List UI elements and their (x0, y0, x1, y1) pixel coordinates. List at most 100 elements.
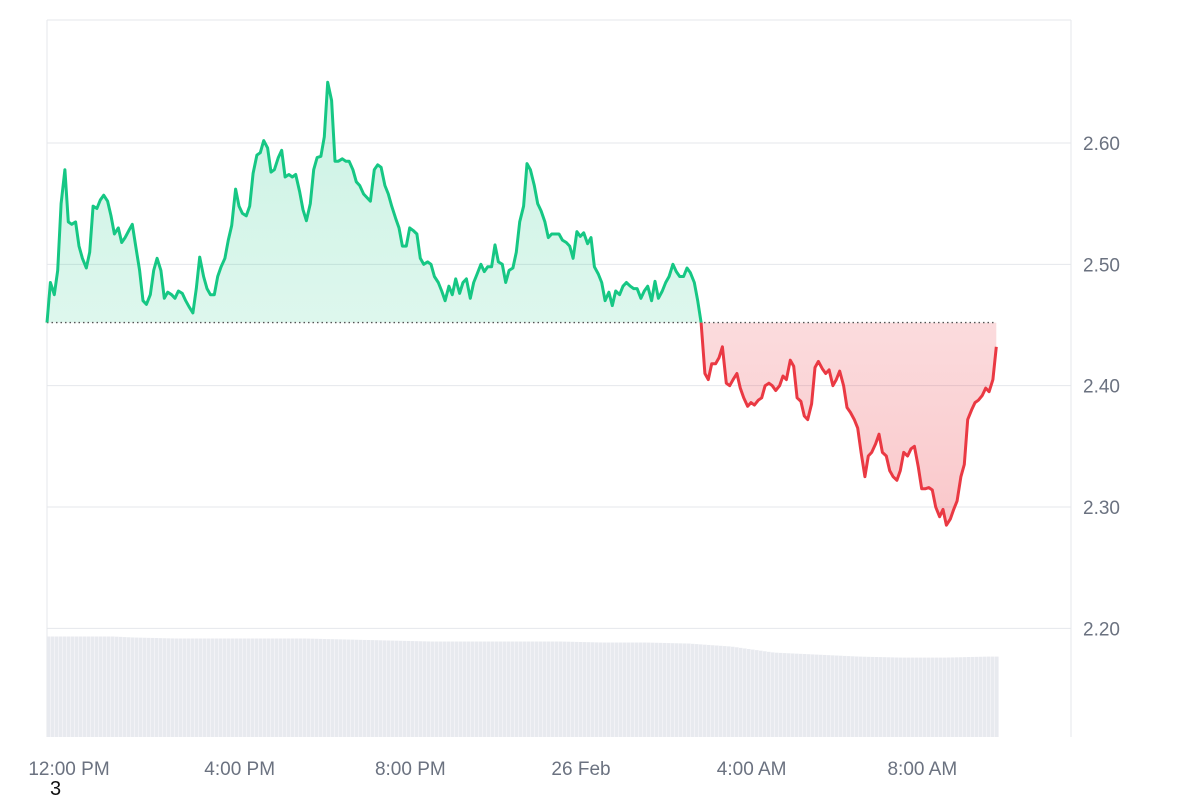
volume-bar (239, 638, 243, 737)
volume-bar (571, 641, 575, 737)
volume-bar (255, 638, 259, 737)
volume-bar (923, 657, 927, 737)
volume-bar (507, 641, 511, 737)
volume-bar (435, 641, 439, 737)
volume-bar (403, 640, 407, 737)
volume-bar (855, 656, 859, 737)
volume-bar (383, 640, 387, 737)
volume-bar (535, 641, 539, 737)
volume-bar (555, 641, 559, 737)
volume-bar (47, 636, 51, 737)
volume-bar (263, 638, 267, 737)
volume-bar (691, 643, 695, 737)
volume-bar (991, 656, 995, 737)
volume-bar (675, 643, 679, 737)
volume-bar (183, 638, 187, 737)
volume-bar (643, 642, 647, 737)
volume-bar (471, 641, 475, 737)
volume-bar (867, 656, 871, 737)
volume-bar (547, 641, 551, 737)
volume-bar (95, 636, 99, 737)
volume-bar (147, 637, 151, 737)
volume-bar (795, 653, 799, 737)
volume-bar (947, 657, 951, 737)
volume-bar (375, 640, 379, 737)
volume-bar (719, 645, 723, 737)
volume-bar (63, 636, 67, 737)
volume-bar (51, 636, 55, 737)
area-fill-up (47, 82, 702, 323)
volume-bar (291, 638, 295, 737)
volume-bar (143, 637, 147, 737)
volume-bar (751, 649, 755, 737)
volume-bar (915, 657, 919, 737)
volume-bar (83, 636, 87, 737)
volume-bar (699, 644, 703, 737)
volume-bar (967, 657, 971, 737)
volume-bar (639, 642, 643, 737)
volume-bar (251, 638, 255, 737)
volume-bar (311, 638, 315, 737)
volume-bar (843, 655, 847, 737)
volume-bar (299, 638, 303, 737)
volume-bar (451, 641, 455, 737)
x-tick-label: 8:00 PM (375, 759, 446, 780)
volume-bar (475, 641, 479, 737)
volume-bar (531, 641, 535, 737)
volume-bar (823, 654, 827, 737)
volume-bar (927, 657, 931, 737)
volume-bar (411, 641, 415, 737)
volume-bar (767, 651, 771, 737)
volume-bar (551, 641, 555, 737)
volume-bar (127, 637, 131, 737)
x-axis-ticks: 12:00 PM 4:00 PM 8:00 PM 26 Feb 4:00 AM 8:00 … (28, 759, 957, 780)
volume-bar (391, 640, 395, 737)
volume-bar (731, 646, 735, 737)
volume-bar (167, 638, 171, 737)
volume-bar (335, 639, 339, 737)
y-axis-ticks: 2.60 2.50 2.40 2.30 2.20 (1083, 134, 1120, 640)
volume-bar (595, 642, 599, 737)
volume-bar (427, 641, 431, 737)
volume-bar (975, 656, 979, 737)
volume-bar (371, 640, 375, 737)
volume-bar (351, 639, 355, 737)
volume-bar (207, 638, 211, 737)
volume-bar (195, 638, 199, 737)
y-tick-label: 2.60 (1083, 134, 1120, 155)
volume-bar (303, 638, 307, 737)
volume-bars (47, 636, 999, 737)
volume-bar (423, 641, 427, 737)
volume-bar (67, 636, 71, 737)
volume-bar (879, 657, 883, 737)
volume-bar (663, 642, 667, 737)
volume-bar (479, 641, 483, 737)
volume-bar (223, 638, 227, 737)
volume-bar (575, 641, 579, 737)
volume-bar (611, 642, 615, 737)
volume-bar (995, 656, 999, 737)
volume-bar (659, 642, 663, 737)
volume-bar (199, 638, 203, 737)
volume-bar (323, 638, 327, 737)
volume-bar (327, 639, 331, 737)
volume-bar (319, 638, 323, 737)
volume-bar (103, 636, 107, 737)
volume-bar (419, 641, 423, 737)
volume-bar (135, 637, 139, 737)
volume-bar (863, 656, 867, 737)
volume-bar (151, 637, 155, 737)
volume-bar (111, 636, 115, 737)
x-tick-label: 8:00 AM (887, 759, 957, 780)
volume-bar (295, 638, 299, 737)
volume-bar (511, 641, 515, 737)
volume-bar (687, 643, 691, 737)
volume-bar (287, 638, 291, 737)
volume-bar (515, 641, 519, 737)
volume-bar (763, 651, 767, 737)
volume-bar (939, 657, 943, 737)
volume-bar (603, 642, 607, 737)
volume-bar (851, 656, 855, 737)
volume-bar (171, 638, 175, 737)
